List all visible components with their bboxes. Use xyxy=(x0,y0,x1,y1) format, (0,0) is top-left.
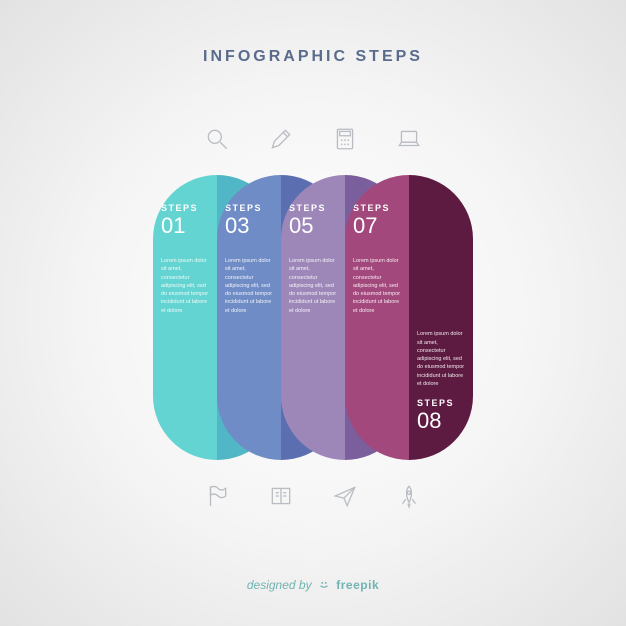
step-number: 08 xyxy=(417,410,465,432)
step-label: STEPS xyxy=(225,203,273,213)
step-label: STEPS xyxy=(289,203,337,213)
step-number: 07 xyxy=(353,215,401,237)
step-number: 03 xyxy=(225,215,273,237)
rocket-icon xyxy=(395,482,423,510)
book-icon xyxy=(267,482,295,510)
laptop-icon xyxy=(395,125,423,153)
step-label: STEPS xyxy=(161,203,209,213)
step-number: 01 xyxy=(161,215,209,237)
step-03: STEPS 03 Lorem ipsum dolor sit amet, conse… xyxy=(217,175,281,460)
calculator-icon xyxy=(331,125,359,153)
step-description: Lorem ipsum dolor sit amet, consectetur … xyxy=(345,257,409,315)
footer-by: designed by xyxy=(247,578,312,592)
infographic-steps: STEPS 01 Lorem ipsum dolor sit amet, conse… xyxy=(153,175,473,460)
footer-brand: freepik xyxy=(336,578,379,592)
page-title: INFOGRAPHIC STEPS xyxy=(0,0,626,66)
step-description: Lorem ipsum dolor sit amet, consectetur … xyxy=(217,257,281,315)
step-description: Lorem ipsum dolor sit amet, consectetur … xyxy=(281,257,345,315)
step-label: STEPS xyxy=(417,398,465,408)
paperplane-icon xyxy=(331,482,359,510)
step-08: STEPS 08 Lorem ipsum dolor sit amet, conse… xyxy=(409,175,473,460)
flag-icon xyxy=(203,482,231,510)
step-description: Lorem ipsum dolor sit amet, consectetur … xyxy=(153,257,217,315)
step-pair-4: STEPS 07 Lorem ipsum dolor sit amet, conse… xyxy=(345,175,473,460)
step-number: 05 xyxy=(289,215,337,237)
pencil-icon xyxy=(267,125,295,153)
step-07: STEPS 07 Lorem ipsum dolor sit amet, conse… xyxy=(345,175,409,460)
step-01: STEPS 01 Lorem ipsum dolor sit amet, conse… xyxy=(153,175,217,460)
footer-credit: designed by freepik xyxy=(0,577,626,592)
freepik-logo-icon xyxy=(317,577,331,591)
step-description: Lorem ipsum dolor sit amet, consectetur … xyxy=(409,330,473,388)
step-05: STEPS 05 Lorem ipsum dolor sit amet, conse… xyxy=(281,175,345,460)
magnifier-icon xyxy=(203,125,231,153)
step-label: STEPS xyxy=(353,203,401,213)
